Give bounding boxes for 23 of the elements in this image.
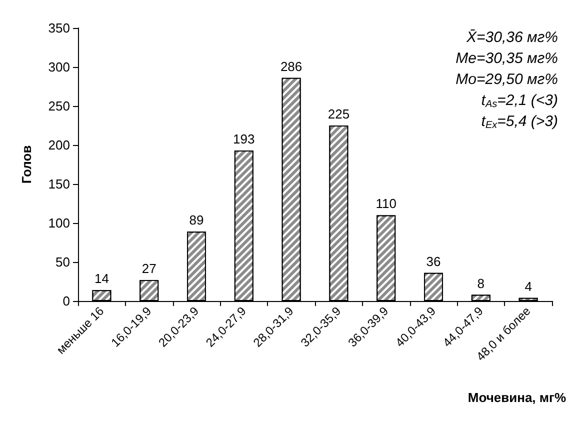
data-label: 110 [376, 196, 396, 212]
x-axis-title: Мочевина, мг% [468, 390, 566, 405]
data-label: 286 [280, 58, 302, 74]
y-axis-title: Голов [19, 145, 34, 184]
y-tick-label: 200 [48, 138, 70, 152]
annotation: Mo=29,50 мг% [456, 71, 558, 88]
data-label: 193 [233, 131, 255, 146]
y-tick-label: 50 [56, 254, 70, 270]
data-label: 4 [524, 278, 532, 294]
y-tick-label: 0 [62, 294, 70, 308]
y-tick-label: 100 [48, 216, 70, 230]
data-label: 36 [426, 254, 441, 269]
data-label: 89 [189, 212, 204, 228]
annotation: Me=30,35 мг% [456, 50, 558, 67]
data-label: 225 [328, 106, 350, 122]
annotation: X̄=30,36 мг% [466, 29, 558, 46]
y-tick-label: 150 [48, 176, 70, 192]
y-tick-label: 300 [48, 60, 70, 74]
data-label: 8 [477, 276, 485, 291]
data-label: 14 [94, 271, 109, 286]
y-tick-label: 250 [48, 98, 70, 114]
y-tick-label: 350 [48, 20, 70, 36]
data-label: 27 [142, 260, 156, 276]
